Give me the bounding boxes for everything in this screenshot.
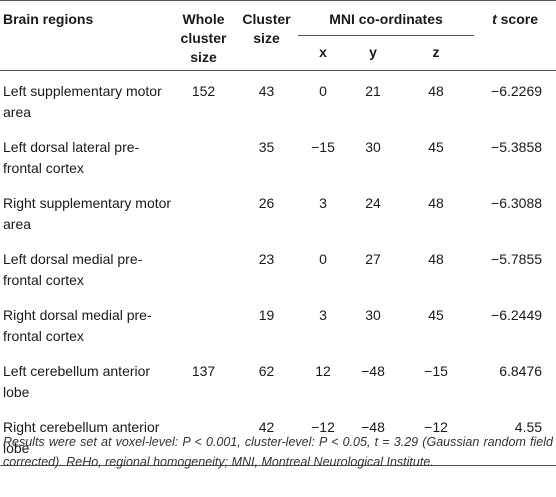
header-mni-coordinates: MNI co-ordinates — [298, 0, 475, 36]
cell-cluster-size: 62 — [258, 363, 275, 379]
cell-y: 24 — [365, 195, 381, 211]
cell-y: 27 — [365, 251, 381, 267]
cell-x: 3 — [319, 195, 327, 211]
table-footnote: Results were set at voxel-level: P < 0.0… — [3, 435, 553, 469]
header-z: z — [398, 35, 475, 71]
cell-y: 30 — [365, 139, 381, 155]
header-brain-regions: Brain regions — [0, 0, 172, 71]
header-x: x — [298, 35, 348, 71]
results-table-container: Brain regions Whole cluster size Cluster… — [0, 0, 556, 466]
cell-y: 21 — [365, 83, 381, 99]
cell-cluster-size: 26 — [258, 195, 275, 211]
cell-x: −15 — [311, 139, 335, 155]
t-symbol: t — [492, 11, 497, 27]
cell-x: 0 — [319, 251, 327, 267]
cell-t-score: −6.3088 — [491, 195, 543, 211]
cell-z: −12 — [398, 409, 475, 466]
cell-x: 12 — [315, 363, 331, 379]
table-row: Right dorsal medial pre-frontal cortex 19… — [0, 297, 556, 353]
cell-z: 45 — [428, 307, 444, 323]
cell-cluster-size: 19 — [258, 307, 275, 323]
cell-region: Left cerebellum anterior lobe — [3, 363, 151, 400]
cell-t-score: −6.2449 — [491, 307, 543, 323]
cell-whole-cluster-size: 152 — [191, 83, 216, 99]
table-body: Left supplementary motor area 152 43 0 21 48 −… — [0, 71, 556, 466]
cell-y: −48 — [361, 363, 385, 379]
cell-z: 48 — [428, 83, 444, 99]
table-row: Left dorsal lateral pre-frontal cortex 35… — [0, 129, 556, 185]
cell-whole-cluster-size — [172, 409, 235, 466]
header-t-score: t score — [474, 0, 556, 71]
header-whole-cluster-size: Whole cluster size — [172, 0, 235, 71]
cell-whole-cluster-size — [172, 129, 235, 185]
results-table: Brain regions Whole cluster size Cluster… — [0, 0, 556, 466]
cell-cluster-size: 43 — [258, 83, 275, 99]
cell-z: −15 — [424, 363, 448, 379]
cell-region: Left dorsal medial pre-frontal cortex — [3, 251, 143, 288]
cell-region: Right cerebellum anterior lobe — [0, 409, 172, 466]
cell-x: 0 — [319, 83, 327, 99]
cell-z: 48 — [428, 251, 444, 267]
cell-t-score: 6.8476 — [499, 363, 543, 379]
cell-y: −48 — [348, 409, 398, 466]
header-y: y — [348, 35, 398, 71]
table-row: Left cerebellum anterior lobe 137 62 12 −48 −… — [0, 353, 556, 409]
cell-x: −12 — [298, 409, 348, 466]
cell-whole-cluster-size: 137 — [191, 363, 216, 379]
cell-region: Left supplementary motor area — [3, 83, 162, 120]
t-score-label: score — [496, 11, 538, 27]
header-cluster-size: Cluster size — [235, 0, 298, 71]
cell-whole-cluster-size — [172, 185, 235, 241]
cell-whole-cluster-size — [172, 297, 235, 353]
cell-region: Right supplementary motor area — [3, 195, 172, 232]
cell-z: 48 — [428, 195, 444, 211]
cell-t-score: −5.7855 — [491, 251, 543, 267]
cell-region: Right dorsal medial pre-frontal cortex — [3, 307, 152, 344]
cell-x: 3 — [319, 307, 327, 323]
cell-y: 30 — [365, 307, 381, 323]
cell-z: 45 — [428, 139, 444, 155]
cell-whole-cluster-size — [172, 241, 235, 297]
table-row: Right supplementary motor area 26 3 24 48 −6.… — [0, 185, 556, 241]
cell-t-score: 4.55 — [474, 409, 556, 466]
cell-t-score: −6.2269 — [491, 83, 543, 99]
table-row: Left supplementary motor area 152 43 0 21 48 −… — [0, 71, 556, 130]
cell-cluster-size: 42 — [235, 409, 298, 466]
cell-cluster-size: 23 — [258, 251, 275, 267]
cell-t-score: −5.3858 — [491, 139, 543, 155]
cell-cluster-size: 35 — [258, 139, 275, 155]
table-row: Right cerebellum anterior lobe 42 −12 −48 −1… — [0, 409, 556, 466]
table-row: Left dorsal medial pre-frontal cortex 23 0… — [0, 241, 556, 297]
cell-region: Left dorsal lateral pre-frontal cortex — [3, 139, 140, 176]
